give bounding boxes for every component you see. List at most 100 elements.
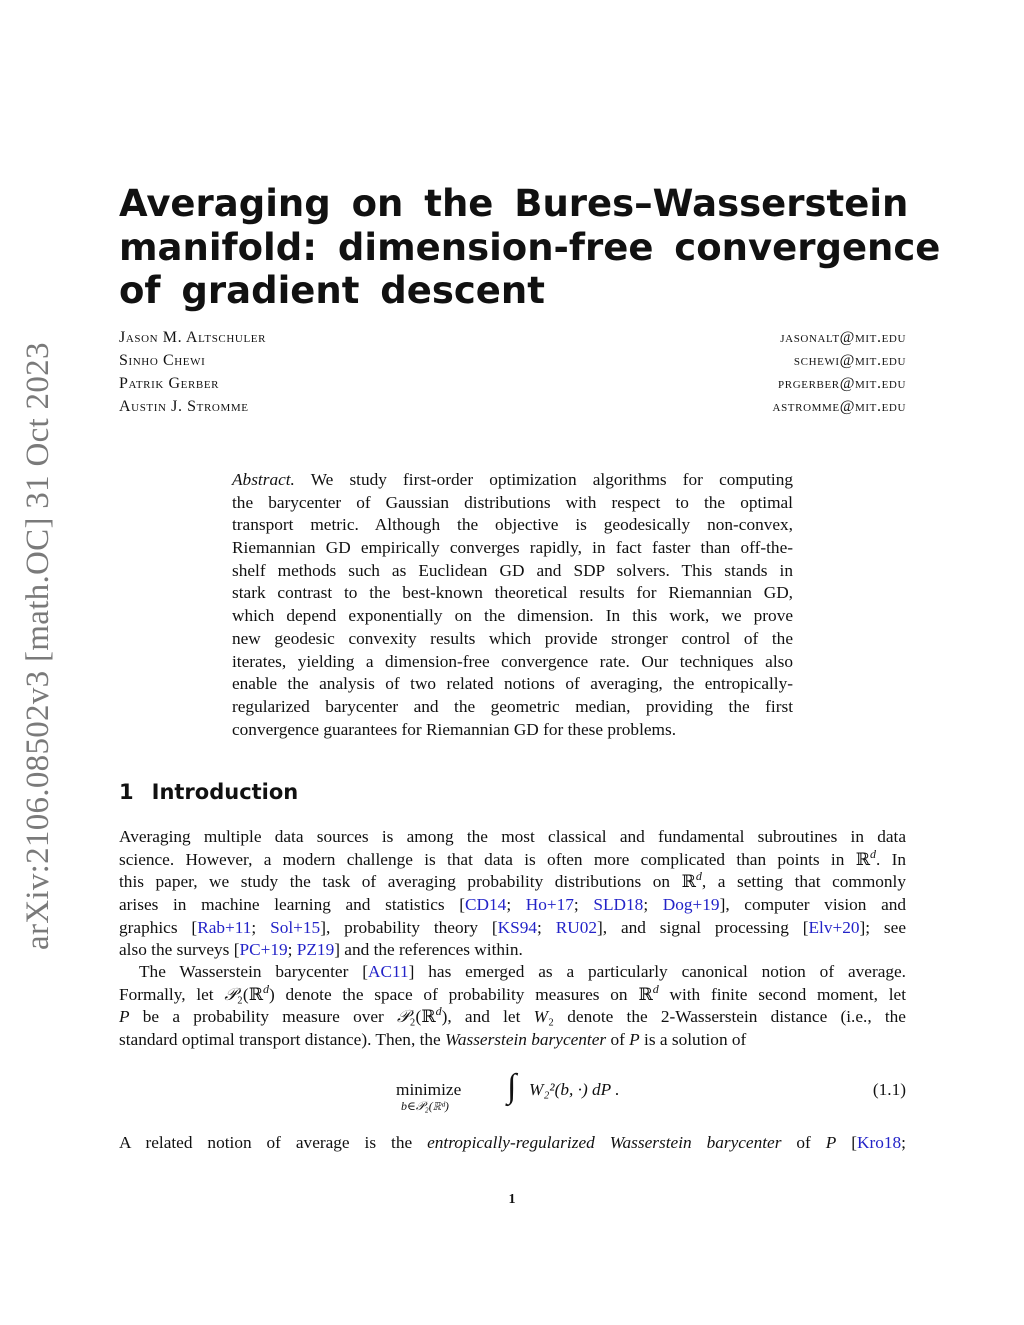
author-row: Sinho Chewi schewi@mit.edu (119, 352, 906, 370)
author-row: Patrik Gerber prgerber@mit.edu (119, 375, 906, 393)
citation-link[interactable]: PC+19 (239, 940, 288, 960)
text-line: iterates, yielding a dimension-free conv… (232, 651, 793, 674)
text-run: ] has emerged as a particularly canonica… (408, 962, 906, 981)
text-run: Averaging multiple data sources is among… (119, 827, 906, 846)
text-line: A related notion of average is the entro… (119, 1132, 906, 1155)
text-run: ₂(ℝ (236, 984, 264, 1004)
text-line: this paper, we study the task of averagi… (119, 871, 906, 894)
text-run: Wasserstein barycenter (445, 1030, 607, 1050)
citation-link[interactable]: SLD18 (593, 895, 644, 915)
author-email[interactable]: prgerber@mit.edu (778, 375, 906, 392)
title-line: of gradient descent (119, 269, 545, 312)
text-run: d (435, 1004, 442, 1019)
text-run: transport metric. Although the objective… (232, 515, 793, 535)
author-name: Jason M. Altschuler (119, 329, 267, 346)
text-run: Abstract. (232, 470, 295, 489)
text-run: . In (876, 849, 906, 869)
citation-link[interactable]: PZ19 (296, 940, 335, 960)
text-run: ; (901, 1133, 906, 1152)
text-run: iterates, yielding a dimension-free conv… (232, 651, 793, 671)
author-email[interactable]: schewi@mit.edu (793, 352, 906, 369)
author-row: Austin J. Stromme astromme@mit.edu (119, 398, 906, 416)
citation-link[interactable]: Dog+19 (662, 895, 720, 915)
text-run: graphics [ (119, 917, 198, 937)
section-number: 1 (119, 780, 134, 804)
text-run: ], probability theory [ (320, 917, 498, 937)
text-line: The Wasserstein barycenter [AC11] has em… (119, 961, 906, 984)
text-run: science. However, a modern challenge is … (119, 849, 870, 869)
citation-link[interactable]: Sol+15 (270, 917, 321, 937)
text-line: new geodesic convexity results which pro… (232, 628, 793, 651)
text-line: graphics [Rab+11; Sol+15], probability t… (119, 917, 906, 940)
text-line: Riemannian GD empirically converges rapi… (232, 537, 793, 560)
text-line: the barycenter of Gaussian distributions… (232, 492, 793, 515)
equation-1-1: minimize b∈𝒫₂(ℝᵈ) ∫ W₂²(b, ·) dP . (1.1) (119, 1068, 906, 1120)
text-run: stark contrast to the best-known theoret… (232, 583, 793, 603)
text-line: Abstract. We study first-order optimizat… (232, 469, 793, 492)
text-run: regularized barycenter and the geometric… (232, 696, 793, 716)
arxiv-stamp: arXiv:2106.08502v3 [math.OC] 31 Oct 2023 (20, 342, 56, 950)
text-line: arises in machine learning and statistic… (119, 894, 906, 917)
text-run: d (695, 869, 702, 884)
text-run: ) denote the space of probability measur… (269, 984, 653, 1004)
text-run: ; (643, 895, 663, 915)
text-run: new geodesic convexity results which pro… (232, 628, 793, 648)
text-run: with finite second moment, let (658, 984, 906, 1004)
text-run: arises in machine learning and statistic… (119, 895, 466, 915)
text-line: which depend exponentially on the dimens… (232, 605, 793, 628)
text-line: enable the analysis of two related notio… (232, 673, 793, 696)
text-run: convergence guarantees for Riemannian GD… (232, 719, 677, 739)
text-run: Formally, let (119, 984, 225, 1004)
author-name: Sinho Chewi (119, 352, 206, 369)
text-run: be a probability measure over (129, 1007, 397, 1027)
text-line: Formally, let 𝒫₂(ℝd) denote the space of… (119, 981, 906, 1007)
text-line: shelf methods such as Euclidean GD and S… (232, 560, 793, 583)
citation-link[interactable]: Kro18 (857, 1133, 902, 1152)
text-run: ; (573, 895, 594, 915)
title-line: manifold: dimension-free convergence (119, 225, 941, 269)
text-run: also the surveys [ (119, 940, 240, 960)
text-run: [ (836, 1133, 857, 1152)
text-run: of (606, 1030, 630, 1050)
text-run: We study first-order optimization algori… (294, 470, 793, 489)
eq-number: (1.1) (872, 1080, 906, 1099)
text-run: 𝒫 (397, 1007, 410, 1027)
text-run: Riemannian GD empirically converges rapi… (232, 538, 793, 558)
citation-link[interactable]: CD14 (465, 895, 507, 915)
text-run: The Wasserstein barycenter [ (139, 962, 368, 981)
text-run: d (263, 981, 270, 996)
section-title: Introduction (151, 780, 299, 804)
text-run: this paper, we study the task of averagi… (119, 872, 696, 892)
text-run: ; (251, 917, 271, 937)
text-run: W (533, 1007, 549, 1027)
text-run: d (870, 846, 876, 861)
citation-link[interactable]: RU02 (555, 917, 597, 937)
citation-link[interactable]: Elv+20 (808, 917, 860, 937)
text-line: transport metric. Although the objective… (232, 514, 793, 537)
citation-link[interactable]: KS94 (497, 917, 538, 937)
title-line: Averaging on the Bures–Wasserstein (119, 182, 909, 225)
text-line: regularized barycenter and the geometric… (232, 696, 793, 719)
text-run: ; (506, 895, 526, 915)
author-row: Jason M. Altschuler jasonalt@mit.edu (119, 329, 906, 347)
text-run: which depend exponentially on the dimens… (232, 606, 793, 626)
text-run: , a setting that commonly (701, 872, 906, 892)
author-email[interactable]: jasonalt@mit.edu (780, 329, 906, 346)
text-run: the barycenter of Gaussian distributions… (232, 492, 793, 512)
author-email[interactable]: astromme@mit.edu (772, 398, 906, 415)
text-run: ], and signal processing [ (597, 917, 809, 937)
text-line: science. However, a modern challenge is … (119, 846, 906, 872)
citation-link[interactable]: Rab+11 (197, 917, 252, 937)
citation-link[interactable]: Ho+17 (525, 895, 574, 915)
paper-title: Averaging on the Bures–Wasserstein manif… (119, 182, 940, 313)
text-run: ₂ denote the 2-Wasserstein distance (i.e… (548, 1007, 906, 1027)
text-run: P (825, 1133, 837, 1152)
text-line: stark contrast to the best-known theoret… (232, 582, 793, 605)
eq-expression: W₂²(b, ·) dP . (529, 1080, 620, 1099)
text-run: d (652, 981, 659, 996)
text-run: standard optimal transport distance). Th… (119, 1030, 446, 1050)
text-run: ), and let (441, 1007, 534, 1027)
text-run: ; (287, 940, 297, 960)
section-heading: 1 Introduction (119, 780, 298, 804)
citation-link[interactable]: AC11 (367, 962, 409, 981)
